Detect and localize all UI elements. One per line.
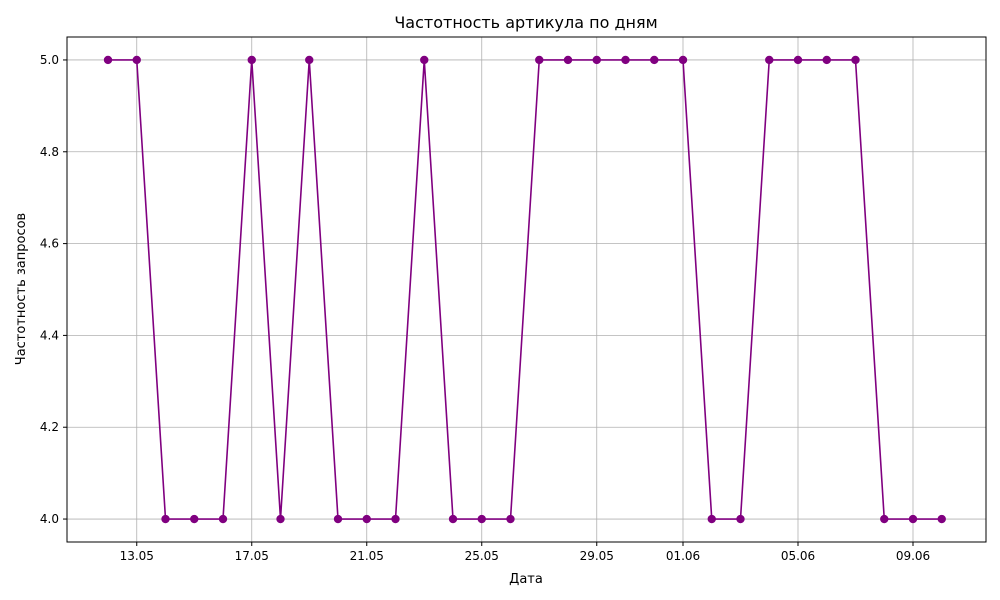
data-point xyxy=(276,514,285,524)
series-line xyxy=(108,59,942,520)
data-point xyxy=(937,514,946,524)
data-point xyxy=(851,55,860,65)
data-point xyxy=(247,55,256,65)
x-tick-label: 25.05 xyxy=(465,549,499,563)
ticks: 13.05 17.05 21.05 25.05 29.05 01.06 05.06 09.06… xyxy=(40,53,930,563)
data-point xyxy=(765,55,774,65)
y-tick-label: 4.6 xyxy=(40,237,59,251)
data-point xyxy=(103,55,113,65)
data-point xyxy=(707,514,716,524)
y-tick-label: 4.4 xyxy=(40,328,59,342)
plot-frame xyxy=(66,36,987,543)
y-axis-label: Частотность запросов xyxy=(14,213,29,365)
y-tick-label: 5.0 xyxy=(40,53,59,67)
data-point xyxy=(218,514,228,524)
series-layer xyxy=(103,55,946,524)
data-point xyxy=(678,55,688,65)
x-tick-label: 13.05 xyxy=(120,549,154,563)
y-tick-label: 4.0 xyxy=(40,512,59,526)
x-tick-label: 09.06 xyxy=(896,549,930,563)
data-point xyxy=(736,514,745,524)
data-point xyxy=(132,55,141,65)
y-tick-label: 4.8 xyxy=(40,145,59,159)
data-point xyxy=(420,55,429,65)
data-point xyxy=(650,55,659,65)
x-tick-label: 05.06 xyxy=(781,549,815,563)
data-point xyxy=(506,514,515,524)
data-point xyxy=(880,514,889,524)
data-point xyxy=(362,514,371,524)
data-point xyxy=(190,514,199,524)
data-point xyxy=(563,55,573,65)
chart-title: Частотность артикула по дням xyxy=(394,13,657,32)
data-point xyxy=(477,514,486,524)
data-point xyxy=(621,55,630,65)
data-point xyxy=(333,514,343,524)
data-point xyxy=(908,514,918,524)
x-tick-label: 01.06 xyxy=(666,549,700,563)
data-point xyxy=(592,55,601,65)
data-point xyxy=(448,514,458,524)
y-tick-label: 4.2 xyxy=(40,420,59,434)
data-point xyxy=(391,514,400,524)
data-point xyxy=(305,55,314,65)
x-tick-label: 21.05 xyxy=(350,549,384,563)
data-point xyxy=(793,55,803,65)
data-point xyxy=(161,514,170,524)
x-axis-label: Дата xyxy=(509,572,543,587)
data-point xyxy=(535,55,544,65)
x-tick-label: 29.05 xyxy=(580,549,614,563)
x-tick-label: 17.05 xyxy=(235,549,269,563)
data-point xyxy=(822,55,831,65)
